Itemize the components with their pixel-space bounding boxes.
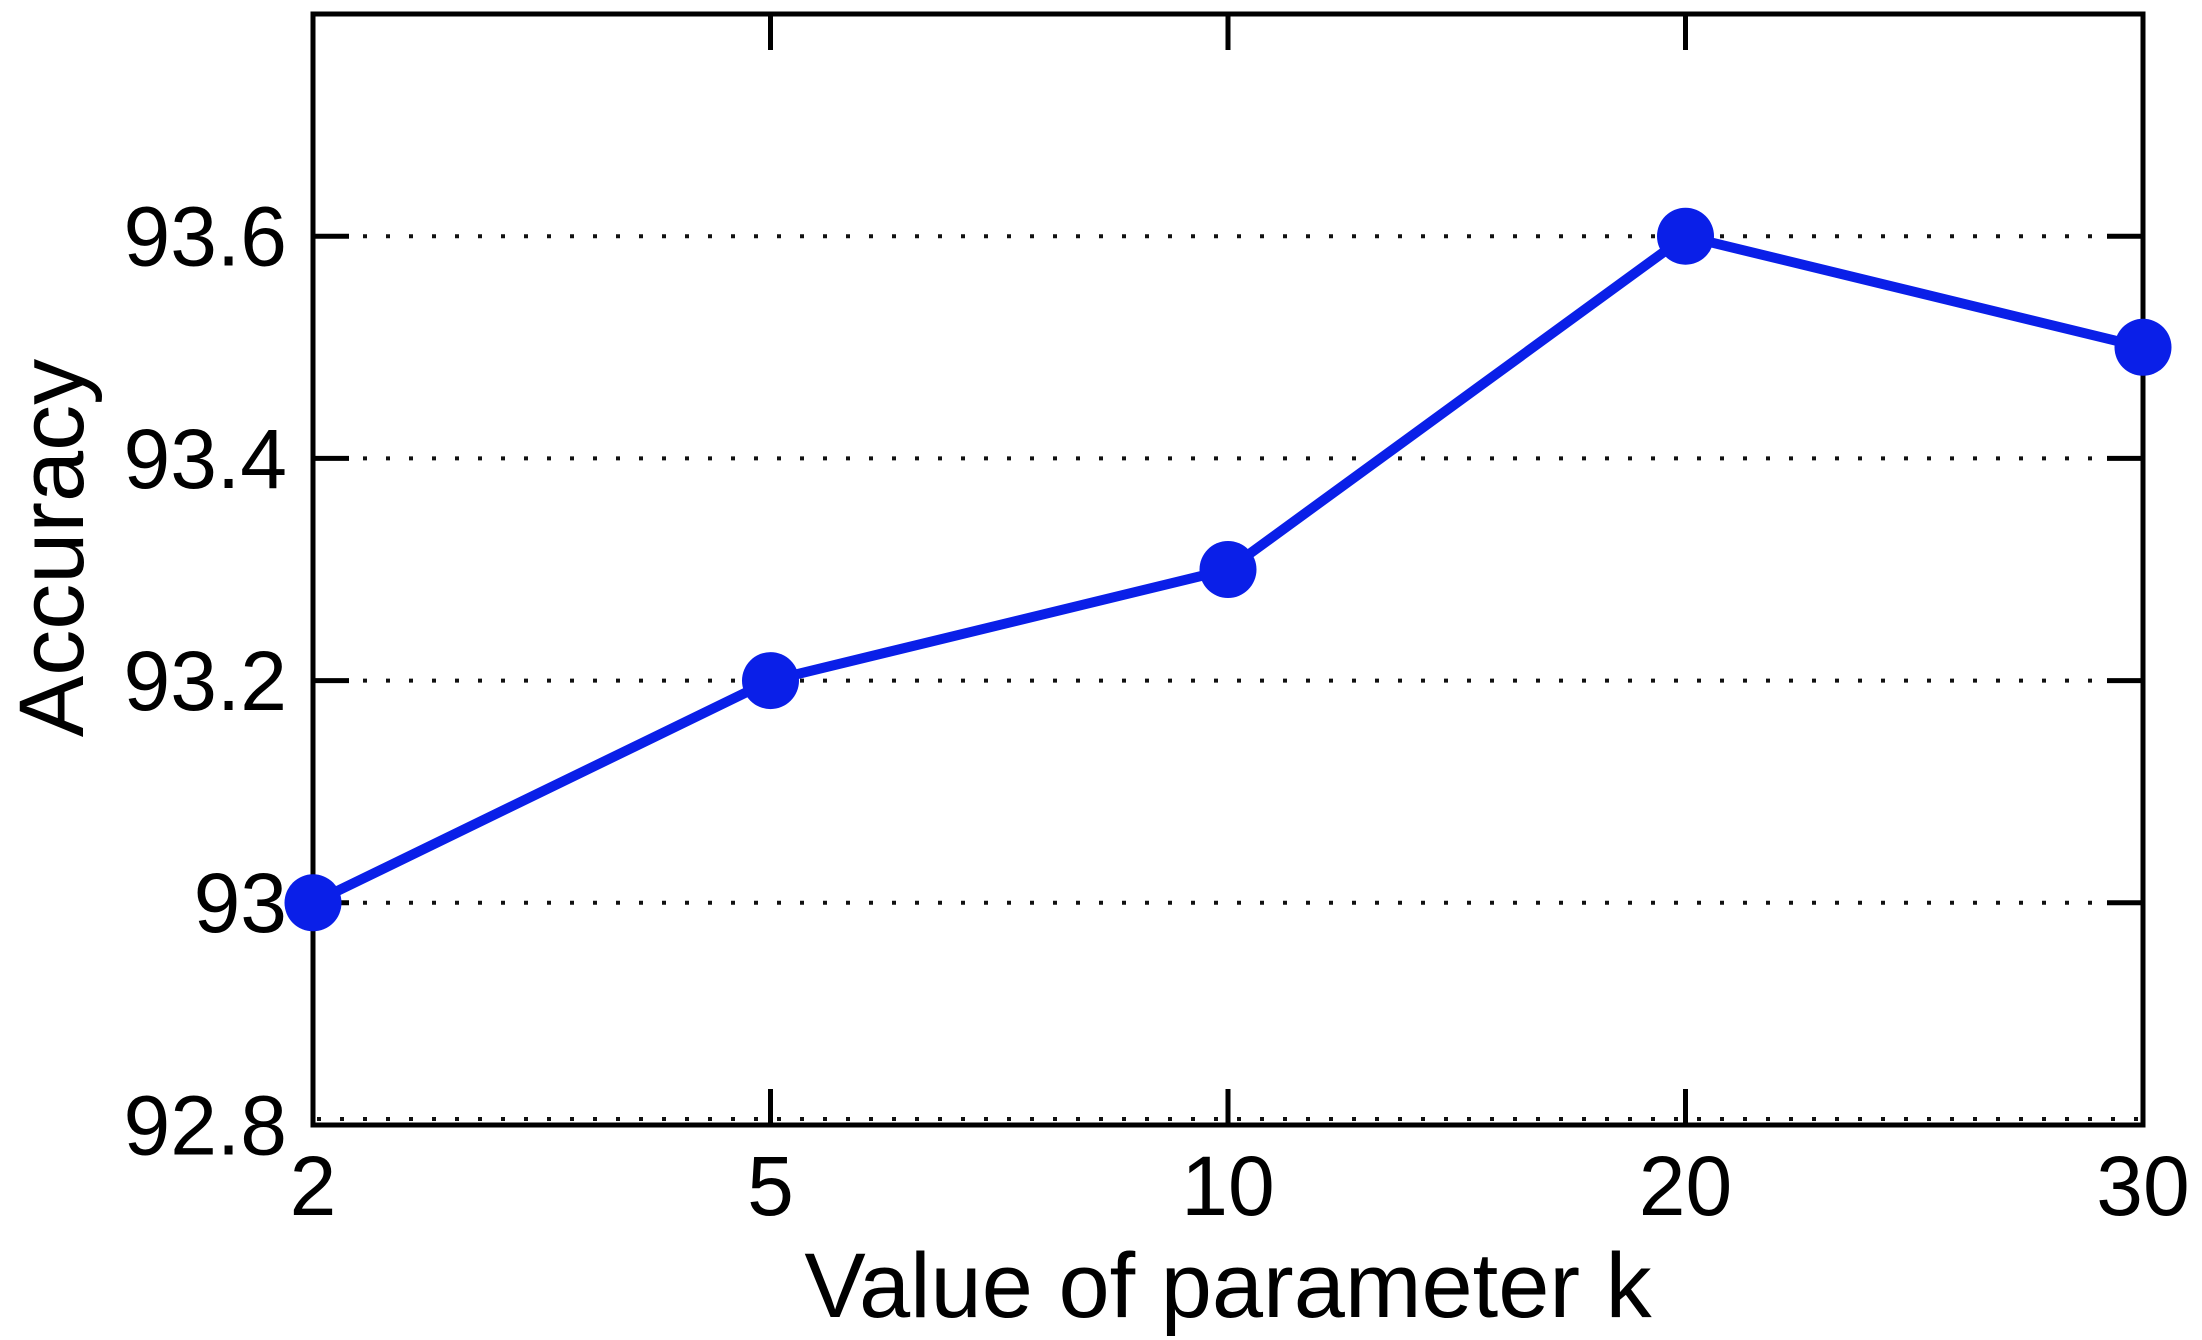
data-point-marker (1657, 207, 1714, 265)
x-axis-label: Value of parameter k (804, 1235, 1652, 1337)
data-point-marker (284, 874, 342, 932)
y-tick-label: 93.6 (124, 190, 288, 284)
x-tick-label: 10 (1181, 1139, 1274, 1233)
y-tick-label: 93.4 (124, 412, 288, 506)
data-point-marker (742, 652, 799, 710)
data-point-marker (1199, 541, 1257, 598)
x-tick-label: 2 (290, 1139, 337, 1233)
data-point-marker (2114, 318, 2172, 376)
x-tick-label: 30 (2096, 1139, 2189, 1233)
y-tick-label: 93.2 (124, 634, 288, 728)
y-tick-label: 92.8 (124, 1078, 288, 1172)
y-tick-label: 93 (194, 856, 287, 950)
x-tick-label: 5 (747, 1139, 794, 1233)
axes-box (310, 11, 2146, 1128)
x-tick-label: 20 (1639, 1139, 1732, 1233)
y-axis-label: Accuracy (1, 358, 103, 738)
